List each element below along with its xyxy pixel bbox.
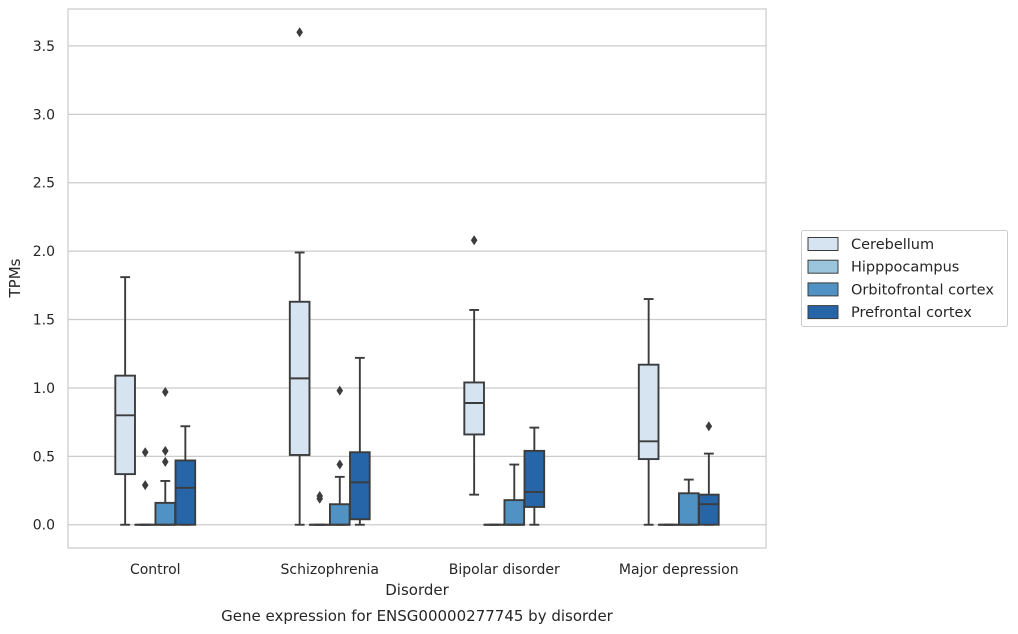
y-tick-label: 2.0 (33, 244, 55, 260)
outlier-point (161, 387, 169, 398)
x-tick-label: Major depression (619, 562, 739, 578)
x-axis-ticks: Control Schizophrenia Bipolar disorder Majo… (130, 562, 739, 578)
outlier-point (470, 235, 478, 246)
x-tick-label: Control (130, 562, 181, 578)
series-orbitofrontal-cortex (154, 385, 700, 526)
box (288, 27, 311, 526)
outlier-point (705, 421, 713, 432)
box (678, 478, 700, 526)
box-body (154, 501, 177, 526)
x-tick-label: Schizophrenia (281, 562, 379, 578)
legend-item: Cerebellum (807, 237, 934, 253)
legend-swatch (807, 259, 839, 274)
legend-item: Hipppocampus (807, 259, 959, 276)
box (154, 387, 177, 526)
chart-caption: Gene expression for ENSG00000277745 by d… (221, 607, 614, 625)
box (503, 463, 526, 526)
y-axis-label: TPMs (6, 258, 24, 298)
y-tick-label: 2.5 (33, 176, 55, 192)
box-body (637, 363, 660, 461)
series-prefrontal-cortex (174, 356, 720, 526)
outlier-point (296, 27, 303, 38)
outlier-point (316, 491, 324, 502)
box (174, 425, 197, 526)
y-axis-ticks: 0.0 0.5 1.0 1.5 2.0 2.5 3.0 3.5 (33, 39, 55, 534)
box-body (114, 374, 136, 476)
box-body (698, 493, 720, 526)
box (134, 447, 156, 526)
legend: Cerebellum Hipppocampus Orbitofrontal cort… (801, 230, 1008, 327)
outlier-point (141, 447, 149, 458)
legend-swatch (807, 282, 839, 297)
box-body (349, 451, 371, 521)
series-hipppocampus (134, 447, 680, 526)
y-tick-label: 0.0 (33, 518, 55, 534)
box-body (329, 503, 351, 526)
plot-area-frame (67, 8, 767, 549)
legend-label: Prefrontal cortex (851, 305, 972, 321)
outlier-point (161, 456, 169, 467)
y-tick-label: 3.5 (33, 39, 55, 55)
y-tick-label: 1.0 (33, 381, 55, 397)
box (698, 421, 720, 526)
box-series (114, 27, 720, 526)
x-axis-label: Disorder (385, 581, 449, 599)
y-tick-label: 3.0 (33, 107, 55, 123)
box (114, 276, 136, 526)
legend-item: Orbitofrontal cortex (807, 282, 994, 298)
box-body (503, 499, 526, 526)
box-body (174, 459, 197, 526)
legend-item: Prefrontal cortex (807, 305, 972, 321)
outlier-point (336, 385, 344, 396)
box (523, 426, 546, 526)
legend-swatch (807, 237, 839, 251)
legend-label: Orbitofrontal cortex (851, 282, 994, 298)
legend-label: Cerebellum (851, 237, 934, 253)
box-body (523, 449, 546, 508)
series-cerebellum (114, 27, 660, 526)
y-tick-label: 1.5 (33, 313, 55, 329)
legend-label: Hipppocampus (851, 260, 959, 276)
box (637, 298, 660, 526)
legend-frame (801, 230, 1008, 327)
outlier-point (141, 480, 149, 491)
outlier-point (161, 445, 169, 456)
outlier-point (336, 459, 344, 470)
box-body (463, 381, 485, 436)
box (463, 235, 485, 496)
y-tick-label: 0.5 (33, 449, 55, 465)
x-tick-label: Bipolar disorder (449, 562, 560, 578)
legend-swatch (807, 305, 839, 320)
box (349, 356, 371, 526)
box-body (678, 492, 700, 526)
